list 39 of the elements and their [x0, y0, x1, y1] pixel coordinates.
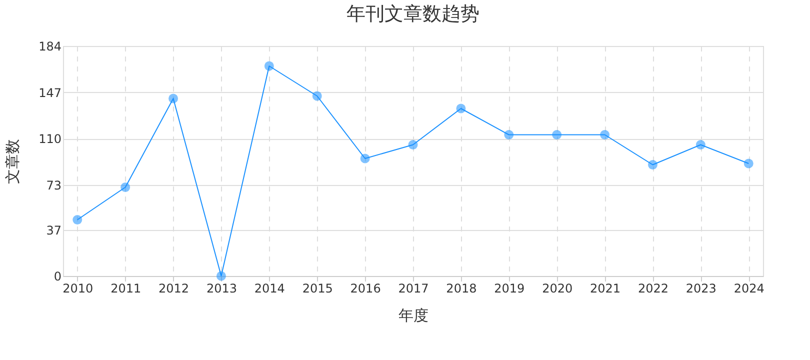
x-tick-label: 2011	[110, 282, 142, 296]
x-tick-label: 2019	[494, 282, 525, 296]
x-tick-label: 2016	[350, 282, 381, 296]
y-tick-label: 184	[38, 40, 62, 54]
x-axis-title: 年度	[398, 306, 428, 324]
point	[168, 94, 178, 104]
y-tick-label: 0	[54, 270, 62, 284]
x-tick-label: 2017	[398, 282, 429, 296]
x-tick-label: 2023	[686, 282, 716, 296]
x-tick-label: 2013	[206, 282, 237, 296]
x-tick-label: 2022	[638, 282, 668, 296]
x-tick-label: 2010	[62, 282, 94, 296]
x-tick-label: 2020	[542, 282, 573, 296]
y-axis-title: 文章数	[4, 139, 22, 184]
point	[600, 130, 610, 140]
point	[696, 140, 706, 150]
x-tick-label: 2012	[158, 282, 190, 296]
x-tick-label: 2021	[590, 282, 621, 296]
point	[456, 104, 466, 114]
y-tick-label: 110	[38, 132, 62, 146]
point	[408, 140, 418, 150]
point	[264, 61, 274, 71]
chart-title: 年刊文章数趋势	[346, 3, 480, 25]
point	[744, 158, 754, 168]
point	[648, 160, 658, 170]
point	[360, 154, 370, 164]
point	[312, 91, 322, 101]
x-tick-label: 2015	[302, 282, 333, 296]
y-tick-label: 147	[38, 86, 62, 100]
y-tick-label: 73	[46, 178, 62, 192]
point	[504, 130, 514, 140]
y-tick-label: 37	[46, 223, 62, 238]
x-tick-label: 2014	[254, 282, 285, 296]
point	[120, 182, 130, 192]
x-tick-label: 2018	[446, 282, 477, 296]
point	[216, 271, 226, 281]
point	[72, 215, 82, 224]
x-tick-label: 2024	[734, 282, 764, 296]
point	[552, 130, 562, 140]
